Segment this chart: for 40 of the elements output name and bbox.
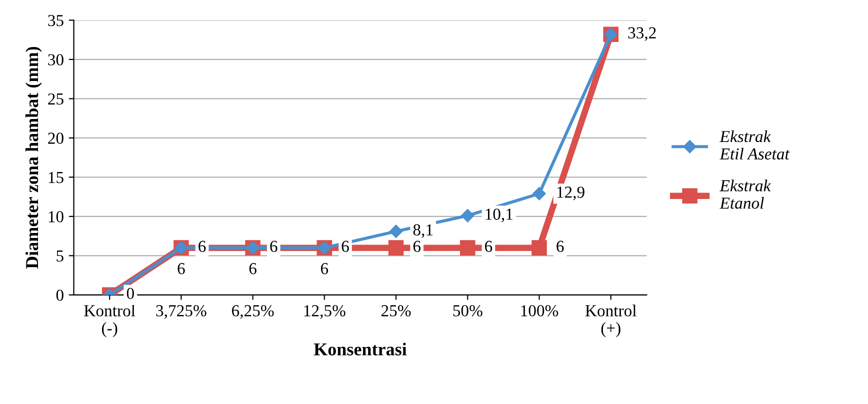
data-label: 6 — [485, 240, 492, 252]
y-tick-label: 15 — [48, 172, 64, 184]
x-tick-label: Kontrol (-) — [84, 304, 136, 338]
legend-label: Ekstrak Etanol — [720, 180, 771, 209]
point — [532, 240, 547, 256]
x-tick-label: 25% — [381, 305, 411, 316]
data-label: 6 — [342, 240, 349, 252]
data-label: 6 — [178, 263, 185, 274]
y-axis-title: Diameter zona hambat (mm) — [25, 46, 42, 269]
y-tick-label: 0 — [56, 290, 64, 301]
x-tick-label: Kontrol (+) — [585, 304, 636, 338]
point — [388, 240, 404, 256]
point — [532, 187, 546, 200]
point — [460, 240, 476, 256]
data-label: 6 — [198, 240, 206, 252]
data-label: 6 — [413, 240, 421, 252]
data-label: 8,1 — [413, 224, 433, 238]
data-label: 0 — [126, 288, 134, 300]
x-tick-label: 6,25% — [232, 305, 274, 319]
data-label: 6 — [320, 263, 328, 274]
y-tick-label: 35 — [48, 14, 64, 26]
y-tick-label: 10 — [48, 211, 64, 222]
point — [461, 209, 474, 222]
data-label: 33,2 — [628, 27, 656, 41]
point — [389, 224, 403, 238]
x-tick-label: 12,5% — [304, 305, 346, 319]
x-axis-title: Konsentrasi — [314, 342, 407, 356]
y-tick-label: 5 — [56, 250, 64, 262]
y-tick-label: 30 — [48, 54, 64, 66]
x-tick-label: 50% — [453, 305, 482, 316]
y-tick-label: 20 — [48, 132, 64, 144]
data-label: 6 — [556, 240, 564, 252]
x-tick-label: 100% — [521, 305, 558, 316]
x-tick-label: 3,725% — [156, 305, 206, 319]
data-label: 10,1 — [486, 208, 512, 222]
legend-label: Ekstrak Etil Asetat — [720, 130, 790, 160]
data-label: 6 — [270, 240, 278, 252]
y-tick-label: 25 — [48, 93, 64, 105]
data-label: 6 — [249, 263, 256, 274]
data-label: 12,9 — [557, 186, 584, 200]
